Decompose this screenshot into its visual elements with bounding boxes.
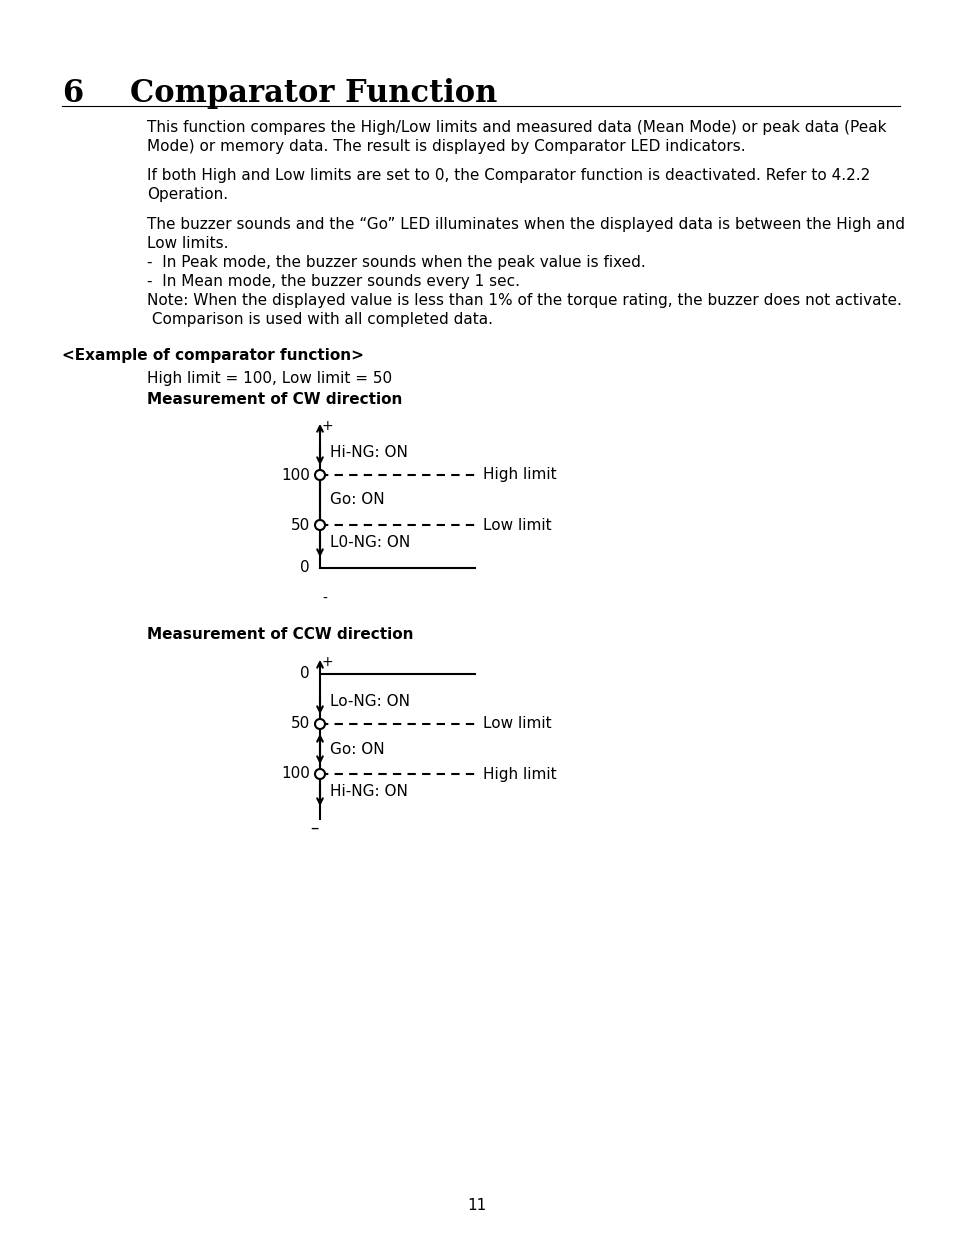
Text: +: + bbox=[322, 419, 334, 433]
Text: –: – bbox=[310, 819, 318, 837]
Text: Measurement of CCW direction: Measurement of CCW direction bbox=[147, 627, 413, 642]
Text: 50: 50 bbox=[291, 716, 310, 731]
Text: 50: 50 bbox=[291, 517, 310, 532]
Text: Low limit: Low limit bbox=[482, 517, 551, 532]
Text: If both High and Low limits are set to 0, the Comparator function is deactivated: If both High and Low limits are set to 0… bbox=[147, 168, 869, 184]
Text: Low limits.: Low limits. bbox=[147, 236, 229, 251]
Text: Mode) or memory data. The result is displayed by Comparator LED indicators.: Mode) or memory data. The result is disp… bbox=[147, 140, 745, 154]
Text: Note: When the displayed value is less than 1% of the torque rating, the buzzer : Note: When the displayed value is less t… bbox=[147, 293, 901, 308]
Text: Hi-NG: ON: Hi-NG: ON bbox=[330, 445, 408, 459]
Text: 100: 100 bbox=[281, 468, 310, 483]
Circle shape bbox=[314, 471, 325, 480]
Text: 0: 0 bbox=[300, 561, 310, 576]
Circle shape bbox=[314, 719, 325, 729]
Text: Comparator Function: Comparator Function bbox=[130, 78, 497, 109]
Text: -: - bbox=[322, 592, 327, 606]
Text: 11: 11 bbox=[467, 1198, 486, 1213]
Text: L0-NG: ON: L0-NG: ON bbox=[330, 535, 410, 550]
Text: Low limit: Low limit bbox=[482, 716, 551, 731]
Text: 6: 6 bbox=[62, 78, 83, 109]
Text: High limit: High limit bbox=[482, 468, 556, 483]
Text: <Example of comparator function>: <Example of comparator function> bbox=[62, 348, 363, 363]
Circle shape bbox=[314, 520, 325, 530]
Text: Operation.: Operation. bbox=[147, 188, 228, 203]
Text: Go: ON: Go: ON bbox=[330, 741, 384, 757]
Text: +: + bbox=[322, 655, 334, 669]
Text: Comparison is used with all completed data.: Comparison is used with all completed da… bbox=[147, 312, 493, 327]
Text: -  In Peak mode, the buzzer sounds when the peak value is fixed.: - In Peak mode, the buzzer sounds when t… bbox=[147, 254, 645, 270]
Text: High limit: High limit bbox=[482, 767, 556, 782]
Text: Hi-NG: ON: Hi-NG: ON bbox=[330, 784, 408, 799]
Text: -  In Mean mode, the buzzer sounds every 1 sec.: - In Mean mode, the buzzer sounds every … bbox=[147, 274, 519, 289]
Text: 100: 100 bbox=[281, 767, 310, 782]
Text: High limit = 100, Low limit = 50: High limit = 100, Low limit = 50 bbox=[147, 370, 392, 387]
Text: Lo-NG: ON: Lo-NG: ON bbox=[330, 694, 410, 709]
Text: This function compares the High/Low limits and measured data (Mean Mode) or peak: This function compares the High/Low limi… bbox=[147, 120, 885, 135]
Circle shape bbox=[314, 769, 325, 779]
Text: Measurement of CW direction: Measurement of CW direction bbox=[147, 391, 402, 408]
Text: Go: ON: Go: ON bbox=[330, 493, 384, 508]
Text: The buzzer sounds and the “Go” LED illuminates when the displayed data is betwee: The buzzer sounds and the “Go” LED illum… bbox=[147, 217, 904, 232]
Text: 0: 0 bbox=[300, 667, 310, 682]
